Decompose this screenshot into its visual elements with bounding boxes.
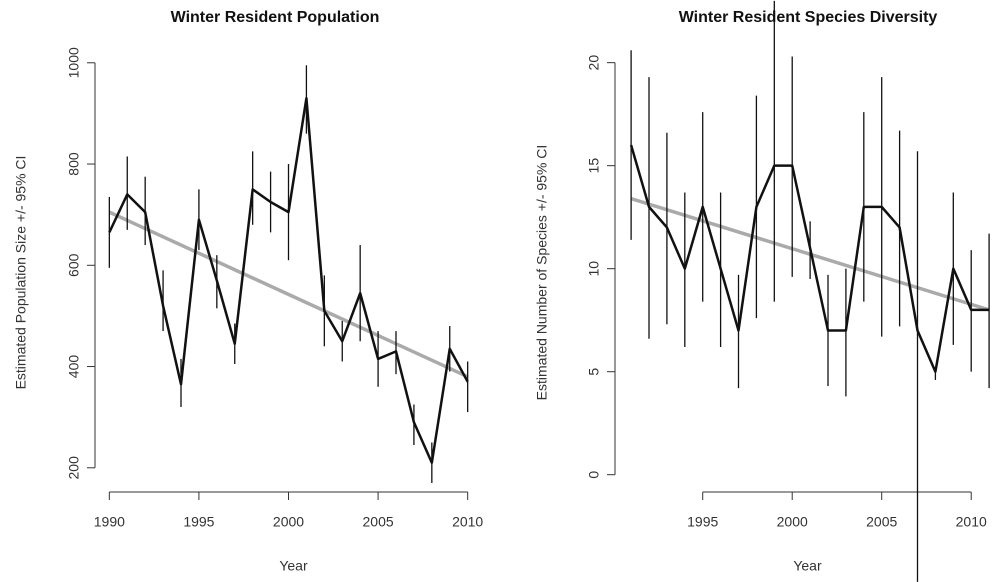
y-tick-label: 0 (586, 471, 602, 479)
y-axis-label: Estimated Number of Species +/- 95% CI (534, 145, 550, 401)
x-tick-label: 2005 (363, 514, 394, 530)
y-axis-label: Estimated Population Size +/- 95% CI (13, 156, 29, 390)
x-tick-label: 2010 (452, 514, 483, 530)
y-tick-label: 1000 (66, 47, 82, 78)
y-tick-label: 15 (586, 158, 602, 174)
data-line (108, 96, 469, 464)
x-tick-label: 1995 (183, 514, 214, 530)
x-tick-label: 2005 (866, 514, 897, 530)
title: Winter Resident Species Diversity (679, 9, 938, 26)
y-tick-label: 600 (66, 253, 82, 277)
trend-line (108, 210, 469, 379)
x-axis-label: Year (793, 558, 822, 574)
y-tick-label: 20 (586, 55, 602, 71)
x-tick-label: 2010 (956, 514, 987, 530)
y-tick-label: 200 (66, 456, 82, 480)
x-axis-label: Year (279, 558, 308, 574)
x-tick-label: 2000 (273, 514, 304, 530)
y-tick-label: 10 (586, 261, 602, 277)
y-tick-label: 800 (66, 152, 82, 176)
y-tick-label: 5 (586, 368, 602, 376)
x-tick-label: 1990 (94, 514, 125, 530)
y-tick-label: 400 (66, 355, 82, 379)
x-tick-label: 1995 (687, 514, 718, 530)
title: Winter Resident Population (171, 9, 380, 26)
x-tick-label: 2000 (777, 514, 808, 530)
data-line (629, 144, 990, 373)
